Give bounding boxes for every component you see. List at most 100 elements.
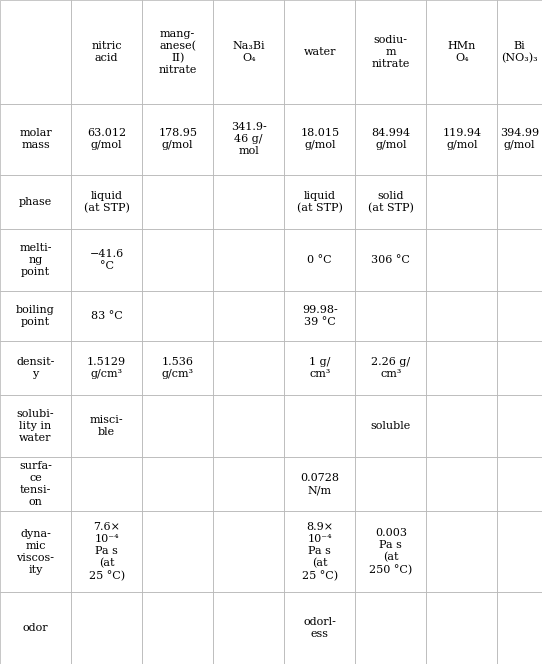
- Text: 306 °C: 306 °C: [371, 255, 410, 265]
- Bar: [427, 175, 498, 229]
- Bar: [427, 104, 498, 175]
- Bar: [356, 175, 427, 229]
- Bar: [0, 341, 71, 395]
- Bar: [284, 457, 356, 511]
- Bar: [284, 395, 356, 457]
- Text: phase: phase: [19, 197, 52, 207]
- Bar: [142, 0, 213, 104]
- Text: −41.6
°C: −41.6 °C: [89, 249, 124, 271]
- Bar: [213, 291, 284, 341]
- Bar: [142, 291, 213, 341]
- Text: solid
(at STP): solid (at STP): [368, 191, 414, 213]
- Text: 0 °C: 0 °C: [307, 255, 332, 265]
- Bar: [71, 0, 142, 104]
- Bar: [213, 104, 284, 175]
- Bar: [71, 104, 142, 175]
- Bar: [71, 341, 142, 395]
- Bar: [213, 395, 284, 457]
- Bar: [142, 104, 213, 175]
- Bar: [0, 229, 71, 291]
- Bar: [71, 592, 142, 664]
- Text: 1 g/
cm³: 1 g/ cm³: [309, 357, 331, 379]
- Bar: [284, 291, 356, 341]
- Bar: [498, 291, 542, 341]
- Bar: [427, 291, 498, 341]
- Text: water: water: [304, 47, 336, 57]
- Bar: [356, 0, 427, 104]
- Bar: [427, 395, 498, 457]
- Text: liquid
(at STP): liquid (at STP): [297, 191, 343, 213]
- Bar: [213, 175, 284, 229]
- Bar: [284, 175, 356, 229]
- Bar: [71, 291, 142, 341]
- Text: 0.003
Pa s
(at
250 °C): 0.003 Pa s (at 250 °C): [369, 529, 412, 576]
- Bar: [284, 592, 356, 664]
- Bar: [427, 592, 498, 664]
- Text: melti-
ng
point: melti- ng point: [20, 243, 52, 277]
- Bar: [284, 104, 356, 175]
- Text: 63.012
g/mol: 63.012 g/mol: [87, 128, 126, 150]
- Bar: [213, 592, 284, 664]
- Text: densit-
y: densit- y: [16, 357, 55, 379]
- Bar: [356, 511, 427, 592]
- Bar: [498, 229, 542, 291]
- Bar: [356, 592, 427, 664]
- Bar: [0, 104, 71, 175]
- Bar: [498, 175, 542, 229]
- Bar: [71, 457, 142, 511]
- Bar: [356, 457, 427, 511]
- Bar: [427, 229, 498, 291]
- Bar: [498, 592, 542, 664]
- Text: dyna-
mic
viscos-
ity: dyna- mic viscos- ity: [17, 529, 55, 575]
- Text: 18.015
g/mol: 18.015 g/mol: [300, 128, 339, 150]
- Bar: [142, 592, 213, 664]
- Text: HMn
O₄: HMn O₄: [448, 41, 476, 63]
- Bar: [213, 341, 284, 395]
- Text: misci-
ble: misci- ble: [90, 415, 124, 437]
- Text: 394.99
g/mol: 394.99 g/mol: [500, 128, 539, 150]
- Text: 1.5129
g/cm³: 1.5129 g/cm³: [87, 357, 126, 379]
- Bar: [427, 511, 498, 592]
- Text: 0.0728
N/m: 0.0728 N/m: [300, 473, 339, 495]
- Bar: [142, 511, 213, 592]
- Bar: [0, 457, 71, 511]
- Text: surfa-
ce
tensi-
on: surfa- ce tensi- on: [19, 461, 52, 507]
- Text: Bi
(NO₃)₃: Bi (NO₃)₃: [501, 41, 538, 63]
- Bar: [213, 0, 284, 104]
- Text: 119.94
g/mol: 119.94 g/mol: [442, 128, 481, 150]
- Bar: [71, 511, 142, 592]
- Bar: [142, 341, 213, 395]
- Bar: [284, 341, 356, 395]
- Bar: [284, 511, 356, 592]
- Text: 99.98-
39 °C: 99.98- 39 °C: [302, 305, 338, 327]
- Bar: [213, 511, 284, 592]
- Bar: [213, 457, 284, 511]
- Text: 84.994
g/mol: 84.994 g/mol: [371, 128, 410, 150]
- Text: 7.6×
10⁻⁴
Pa s
(at
25 °C): 7.6× 10⁻⁴ Pa s (at 25 °C): [88, 523, 125, 582]
- Bar: [142, 175, 213, 229]
- Bar: [0, 175, 71, 229]
- Bar: [0, 395, 71, 457]
- Bar: [356, 395, 427, 457]
- Bar: [356, 341, 427, 395]
- Text: Na₃Bi
O₄: Na₃Bi O₄: [233, 41, 265, 63]
- Text: boiling
point: boiling point: [16, 305, 55, 327]
- Text: nitric
acid: nitric acid: [91, 41, 122, 63]
- Bar: [427, 0, 498, 104]
- Bar: [0, 511, 71, 592]
- Bar: [498, 457, 542, 511]
- Text: soluble: soluble: [371, 421, 411, 431]
- Bar: [427, 457, 498, 511]
- Text: sodiu-
m
nitrate: sodiu- m nitrate: [372, 35, 410, 69]
- Bar: [213, 229, 284, 291]
- Bar: [142, 229, 213, 291]
- Text: odor: odor: [23, 623, 48, 633]
- Bar: [498, 0, 542, 104]
- Bar: [284, 0, 356, 104]
- Bar: [71, 175, 142, 229]
- Bar: [142, 395, 213, 457]
- Bar: [498, 511, 542, 592]
- Text: 8.9×
10⁻⁴
Pa s
(at
25 °C): 8.9× 10⁻⁴ Pa s (at 25 °C): [302, 523, 338, 582]
- Text: 178.95
g/mol: 178.95 g/mol: [158, 128, 197, 150]
- Bar: [498, 395, 542, 457]
